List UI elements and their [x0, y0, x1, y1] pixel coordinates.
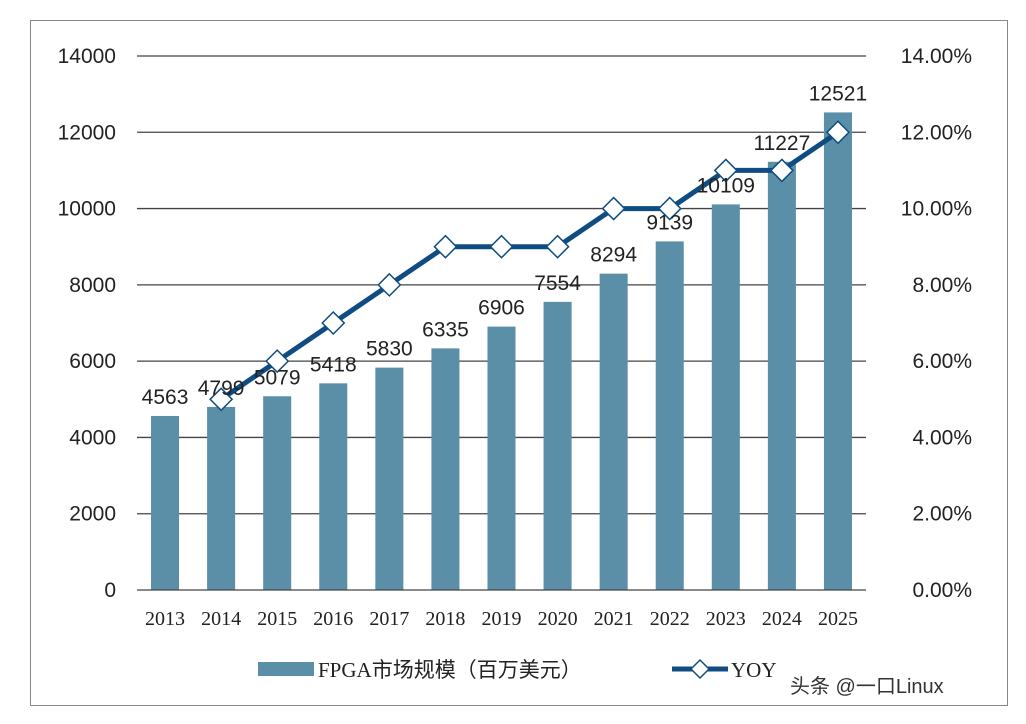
- y2-tick-label: 12.00%: [901, 121, 972, 144]
- bar-value-label: 9139: [646, 211, 693, 234]
- yoy-marker-2020: [545, 234, 570, 259]
- y-tick-label: 8000: [69, 274, 116, 297]
- x-tick-label: 2024: [762, 608, 802, 630]
- yoy-marker-2022: [657, 196, 682, 221]
- legend: FPGA市场规模（百万美元） YOY: [258, 658, 777, 682]
- x-tick-label: 2015: [257, 608, 297, 630]
- x-tick-label: 2016: [313, 608, 353, 630]
- bar-2013: [151, 415, 180, 590]
- y-tick-label: 10000: [58, 198, 116, 221]
- y2-tick-label: 10.00%: [901, 198, 972, 221]
- x-tick-label: 2018: [425, 608, 465, 630]
- x-tick-label: 2023: [706, 608, 746, 630]
- bar-2014: [207, 406, 236, 590]
- yoy-marker-2014: [209, 387, 234, 412]
- y-tick-label: 14000: [58, 45, 116, 68]
- yoy-marker-2025: [825, 120, 851, 145]
- yoy-marker-2018: [433, 234, 458, 259]
- bar-value-label: 6906: [478, 297, 525, 320]
- bar-2017: [375, 367, 404, 590]
- x-tick-label: 2025: [818, 608, 858, 630]
- bar-value-label: 11227: [753, 132, 810, 155]
- yoy-marker-2023: [713, 158, 738, 183]
- bar-2024: [767, 161, 796, 590]
- y-tick-label: 6000: [69, 350, 116, 373]
- bar-value-label: 5079: [254, 366, 301, 389]
- y-tick-label: 2000: [69, 503, 116, 526]
- bar-value-label: 7554: [534, 272, 581, 295]
- bar-2023: [711, 204, 740, 590]
- yoy-marker-2016: [321, 310, 346, 336]
- yoy-marker-2019: [489, 234, 514, 259]
- bar-value-label: 6335: [422, 318, 469, 341]
- legend-bar-swatch: [258, 662, 314, 676]
- yoy-marker-2017: [377, 272, 402, 297]
- bar-value-label: 8294: [590, 244, 637, 267]
- y-tick-label: 4000: [69, 426, 116, 449]
- bar-value-label: 10109: [697, 174, 755, 197]
- bar-value-label: 5830: [366, 338, 413, 361]
- y2-tick-label: 14.00%: [901, 45, 972, 68]
- bar-2021: [599, 273, 628, 590]
- x-tick-label: 2022: [650, 608, 690, 630]
- legend-bar-label: FPGA市场规模（百万美元）: [318, 658, 582, 682]
- x-tick-label: 2019: [482, 608, 522, 630]
- bar-2025: [823, 112, 852, 591]
- y2-tick-label: 6.00%: [912, 350, 972, 373]
- x-tick-label: 2013: [145, 608, 185, 630]
- y2-tick-label: 8.00%: [912, 274, 972, 297]
- y2-tick-label: 0.00%: [912, 579, 972, 602]
- watermark: 头条 @一口Linux: [790, 675, 944, 698]
- bar-2020: [543, 301, 572, 590]
- bar-value-label: 12521: [809, 82, 867, 105]
- y-tick-label: 0: [104, 579, 116, 602]
- legend-line-marker: [689, 658, 711, 680]
- bar-2015: [263, 396, 292, 590]
- yoy-marker-2021: [601, 196, 626, 221]
- x-tick-label: 2017: [369, 608, 409, 630]
- bar-value-label: 4563: [142, 386, 189, 409]
- legend-line-label: YOY: [731, 658, 777, 682]
- y-tick-label: 12000: [58, 121, 116, 144]
- bar-value-label: 5418: [310, 353, 357, 376]
- bar-2022: [655, 241, 684, 591]
- yoy-marker-2015: [265, 349, 290, 374]
- x-tick-label: 2020: [538, 608, 578, 630]
- bar-2016: [319, 383, 348, 590]
- y2-tick-label: 2.00%: [912, 503, 972, 526]
- bar-2018: [431, 348, 460, 590]
- bar-2019: [487, 326, 516, 590]
- x-tick-label: 2014: [201, 608, 241, 630]
- y2-tick-label: 4.00%: [912, 426, 972, 449]
- x-tick-label: 2021: [594, 608, 634, 630]
- yoy-marker-2024: [769, 158, 794, 183]
- chart-frame: [30, 20, 1008, 706]
- bar-value-label: 4799: [198, 377, 245, 400]
